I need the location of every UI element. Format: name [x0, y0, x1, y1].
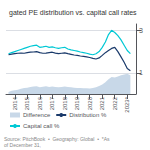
svg-text:Difference: Difference [23, 112, 51, 118]
svg-text:2015: 2015 [24, 96, 30, 110]
svg-text:2023*: 2023* [124, 96, 130, 112]
svg-text:Capital call %: Capital call % [23, 123, 60, 129]
svg-text:3: 3 [139, 27, 143, 34]
svg-text:2018: 2018 [62, 96, 68, 110]
svg-text:of December 31,: of December 31, [4, 142, 41, 148]
svg-text:Distribution %: Distribution % [69, 112, 107, 118]
svg-text:2022: 2022 [112, 96, 118, 110]
svg-text:2021: 2021 [99, 96, 105, 110]
svg-text:2020: 2020 [87, 96, 93, 110]
svg-text:Source: PitchBook • Geography:: Source: PitchBook • Geography: Global • … [4, 136, 111, 142]
svg-text:2019: 2019 [74, 96, 80, 110]
svg-text:2014: 2014 [12, 96, 18, 110]
svg-text:2016: 2016 [37, 96, 43, 110]
svg-text:1: 1 [139, 69, 143, 76]
svg-text:gated PE distribution vs. capi: gated PE distribution vs. capital call r… [9, 9, 137, 17]
svg-text:2017: 2017 [49, 96, 55, 110]
